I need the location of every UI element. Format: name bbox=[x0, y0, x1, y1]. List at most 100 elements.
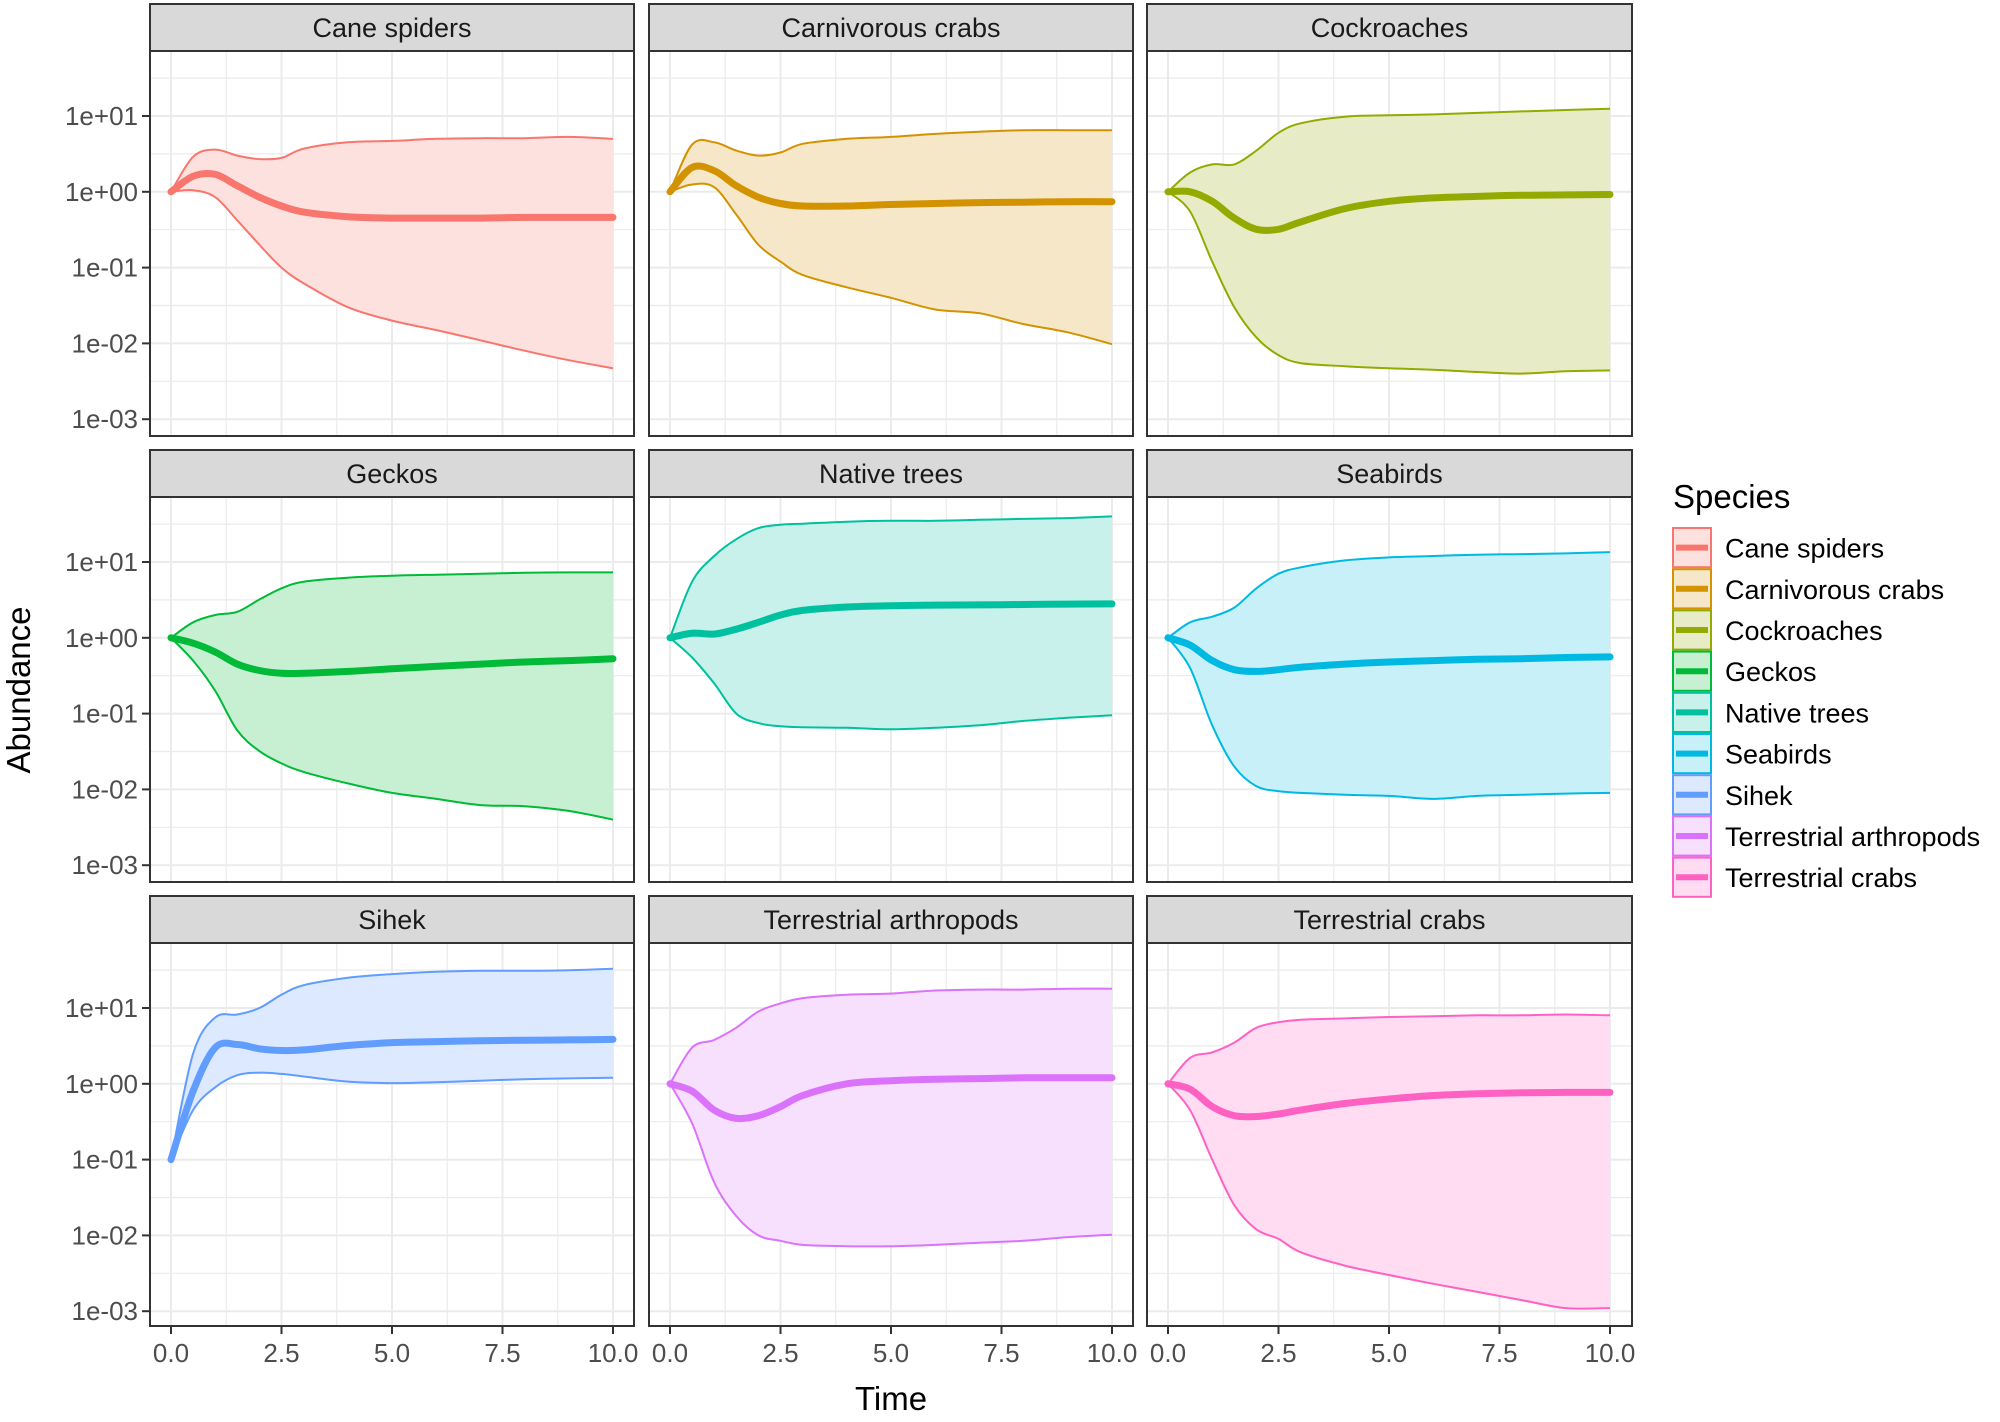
y-tick-label: 1e-02 bbox=[72, 774, 139, 804]
median-line-native-trees bbox=[666, 600, 1116, 642]
lower-line-carnivorous-crabs bbox=[669, 182, 1113, 346]
lower-line-seabirds bbox=[1167, 637, 1611, 800]
y-tick-label: 1e-01 bbox=[72, 699, 139, 729]
x-tick-label: 7.5 bbox=[983, 1338, 1019, 1368]
y-tick-label: 1e+01 bbox=[65, 993, 138, 1023]
panel-terrestrial-crabs: Terrestrial crabs bbox=[1146, 895, 1633, 1327]
lower-line-terrestrial-crabs bbox=[1167, 1083, 1611, 1310]
ribbon-carnivorous-crabs bbox=[670, 130, 1112, 345]
y-tick-label: 1e-01 bbox=[72, 1145, 139, 1175]
facet-strip-label: Geckos bbox=[346, 459, 438, 489]
y-axis-ticks: 1e+01 1e+00 1e-01 1e-02 1e-03 1e+01 1e+00 1e-01… bbox=[65, 101, 150, 1326]
median-line-carnivorous-crabs bbox=[666, 162, 1116, 210]
ribbon-terrestrial-arthropods bbox=[670, 988, 1112, 1247]
ribbon-seabirds bbox=[1168, 552, 1610, 799]
median-line-seabirds bbox=[1164, 634, 1614, 675]
facet-strip bbox=[149, 3, 635, 52]
lower-line-cane-spiders bbox=[170, 188, 614, 370]
upper-line-native-trees bbox=[669, 515, 1113, 639]
x-tick-label: 7.5 bbox=[484, 1338, 520, 1368]
legend-label: Seabirds bbox=[1725, 740, 1832, 770]
ribbon-geckos bbox=[171, 572, 613, 820]
panel-border bbox=[149, 50, 635, 437]
legend-label: Geckos bbox=[1725, 657, 1817, 687]
x-tick-label: 0.0 bbox=[153, 1338, 189, 1368]
lower-line-native-trees bbox=[669, 637, 1113, 731]
legend-label: Cane spiders bbox=[1725, 534, 1884, 564]
facet-strip-label: Carnivorous crabs bbox=[781, 13, 1000, 43]
ribbon-cane-spiders bbox=[171, 136, 613, 369]
panel-native-trees: Native trees bbox=[648, 449, 1134, 883]
x-tick-label: 5.0 bbox=[1371, 1338, 1407, 1368]
facet-panels: Cane spiders Carnivorous crabs Cockroaches… bbox=[149, 3, 1633, 1327]
ribbon-sihek bbox=[171, 968, 613, 1160]
panel-border bbox=[1146, 496, 1633, 883]
lower-line-terrestrial-arthropods bbox=[669, 1083, 1113, 1248]
legend-label: Sihek bbox=[1725, 781, 1793, 811]
y-axis-title: Abundance bbox=[0, 607, 37, 774]
x-tick-label: 2.5 bbox=[762, 1338, 798, 1368]
y-tick-label: 1e-03 bbox=[72, 850, 139, 880]
y-tick-label: 1e-02 bbox=[72, 328, 139, 358]
panel-cockroaches: Cockroaches bbox=[1146, 3, 1633, 437]
x-tick-label: 10.0 bbox=[588, 1338, 639, 1368]
y-tick-label: 1e-01 bbox=[72, 253, 139, 283]
legend: Species Cane spiders Carnivorous crabs Coc… bbox=[1672, 478, 1980, 898]
x-tick-label: 0.0 bbox=[652, 1338, 688, 1368]
upper-line-terrestrial-arthropods bbox=[669, 987, 1113, 1085]
median-line-terrestrial-crabs bbox=[1164, 1080, 1614, 1121]
ribbon-native-trees bbox=[670, 516, 1112, 730]
panel-seabirds: Seabirds bbox=[1146, 449, 1633, 883]
y-tick-label: 1e+00 bbox=[65, 623, 138, 653]
y-tick-label: 1e-03 bbox=[72, 404, 139, 434]
legend-item: Sihek bbox=[1672, 774, 1793, 816]
legend-item: Cane spiders bbox=[1672, 527, 1884, 569]
ribbon-terrestrial-crabs bbox=[1168, 1014, 1610, 1309]
y-tick-label: 1e+01 bbox=[65, 547, 138, 577]
y-tick-label: 1e-03 bbox=[72, 1296, 139, 1326]
panel-border bbox=[1146, 50, 1633, 437]
legend-title: Species bbox=[1673, 478, 1790, 515]
y-tick-label: 1e-02 bbox=[72, 1220, 139, 1250]
legend-items: Cane spiders Carnivorous crabs Cockroaches… bbox=[1672, 527, 1980, 898]
facet-strip bbox=[1146, 449, 1633, 498]
x-tick-label: 2.5 bbox=[263, 1338, 299, 1368]
panel-border bbox=[648, 496, 1134, 883]
legend-label: Carnivorous crabs bbox=[1725, 575, 1944, 605]
legend-label: Terrestrial crabs bbox=[1725, 863, 1917, 893]
y-tick-label: 1e+01 bbox=[65, 101, 138, 131]
lower-line-geckos bbox=[170, 637, 614, 821]
x-tick-label: 5.0 bbox=[374, 1338, 410, 1368]
legend-item: Terrestrial crabs bbox=[1672, 856, 1917, 898]
lower-line-cockroaches bbox=[1167, 191, 1611, 375]
lower-line-sihek bbox=[170, 1071, 614, 1161]
facet-strip-label: Terrestrial arthropods bbox=[763, 905, 1018, 935]
panel-border bbox=[648, 50, 1134, 437]
upper-line-geckos bbox=[170, 571, 614, 639]
upper-line-terrestrial-crabs bbox=[1167, 1013, 1611, 1085]
facet-strip bbox=[648, 3, 1134, 52]
upper-line-carnivorous-crabs bbox=[669, 129, 1112, 193]
panel-sihek: Sihek bbox=[149, 895, 635, 1327]
median-line-cane-spiders bbox=[167, 170, 617, 222]
panel-geckos: Geckos bbox=[149, 449, 635, 883]
median-line-cockroaches bbox=[1164, 187, 1614, 234]
upper-line-cane-spiders bbox=[170, 135, 614, 193]
upper-line-sihek bbox=[170, 967, 614, 1160]
median-line-sihek bbox=[167, 1035, 617, 1164]
x-tick-label: 5.0 bbox=[873, 1338, 909, 1368]
legend-label: Native trees bbox=[1725, 698, 1869, 728]
facet-strip bbox=[648, 895, 1134, 944]
legend-item: Cockroaches bbox=[1672, 609, 1883, 651]
legend-item: Seabirds bbox=[1672, 733, 1832, 775]
y-tick-label: 1e+00 bbox=[65, 177, 138, 207]
facet-strip-label: Native trees bbox=[819, 459, 963, 489]
upper-line-cockroaches bbox=[1167, 107, 1611, 193]
facet-strip bbox=[648, 449, 1134, 498]
legend-label: Terrestrial arthropods bbox=[1725, 822, 1980, 852]
panel-cane-spiders: Cane spiders bbox=[149, 3, 635, 437]
facet-strip-label: Cane spiders bbox=[312, 13, 471, 43]
facet-strip-label: Terrestrial crabs bbox=[1293, 905, 1485, 935]
legend-item: Geckos bbox=[1672, 650, 1817, 692]
